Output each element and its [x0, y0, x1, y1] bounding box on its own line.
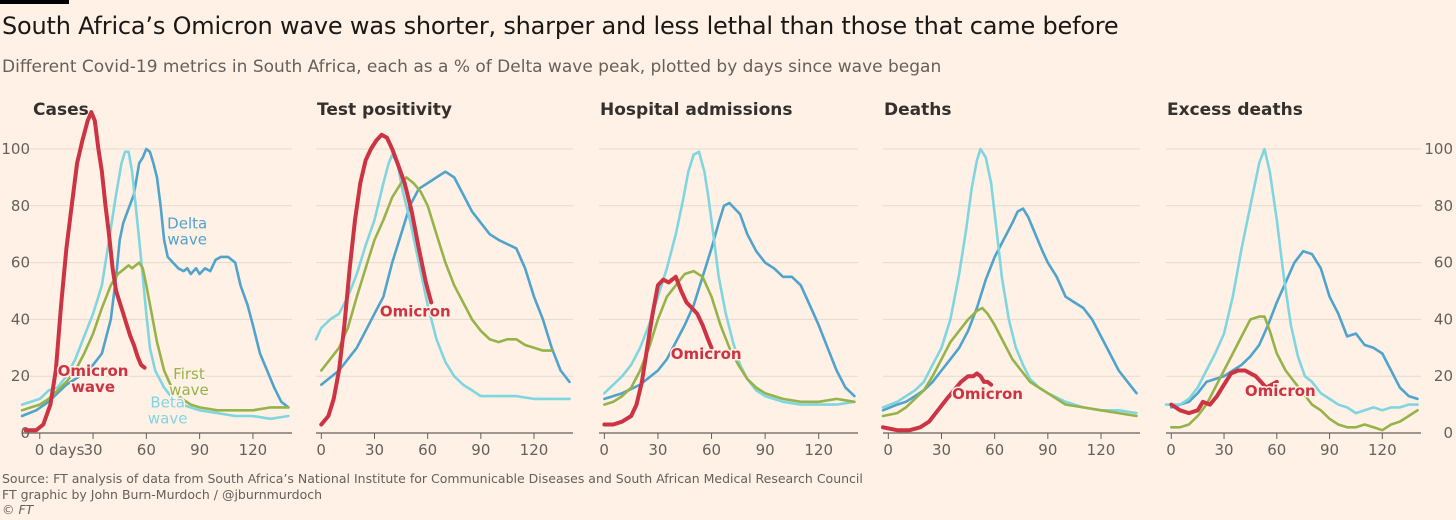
panel-title: Test positivity	[317, 100, 452, 120]
series-line-omicron	[1169, 368, 1279, 416]
panel-title: Hospital admissions	[600, 100, 793, 120]
source-note: Source: FT analysis of data from South A…	[2, 471, 863, 486]
panel-title: Cases	[33, 100, 89, 120]
x-tick-label: 90	[1320, 441, 1339, 459]
series-label: Omicron	[380, 303, 451, 321]
x-tick-label: 120	[520, 441, 549, 459]
x-tick-label: 90	[190, 441, 209, 459]
series-line-first-wave	[20, 261, 290, 412]
x-tick-label: 90	[1038, 441, 1057, 459]
x-tick-label: 60	[1267, 441, 1286, 459]
series-line-beta-wave	[20, 150, 290, 421]
series-line-delta-wave	[20, 147, 290, 418]
y-tick-label-right: 0	[1443, 424, 1453, 442]
y-tick-label: 40	[11, 310, 30, 328]
series-line-omicron-wave	[23, 110, 147, 433]
x-tick-label: 30	[648, 441, 667, 459]
x-tick-label: 30	[932, 441, 951, 459]
series-line-omicron	[881, 371, 994, 433]
x-tick-label: 90	[756, 441, 775, 459]
x-tick-label: 90	[471, 441, 490, 459]
y-tick-label-right: 40	[1434, 310, 1453, 328]
y-tick-label-right: 60	[1434, 254, 1453, 272]
series-label: Beta	[150, 393, 185, 411]
series-line-omicron	[319, 132, 434, 427]
series-label: Omicron	[671, 345, 742, 363]
x-tick-label: 30	[365, 441, 384, 459]
series-label: Omicron	[1245, 382, 1316, 400]
series-line-first-wave	[603, 269, 856, 406]
y-tick-label-right: 100	[1424, 140, 1453, 158]
y-tick-label: 20	[11, 367, 30, 385]
x-tick-label: 120	[1368, 441, 1397, 459]
x-tick-label: 0	[599, 441, 609, 459]
series-label: Delta	[167, 215, 207, 233]
panel-excess-deaths: Excess deaths 0 20 40 60 80 100 0 30 60 90 120 Omicr…	[1164, 100, 1453, 459]
y-tick-label: 60	[11, 254, 30, 272]
series-label: wave	[167, 231, 207, 249]
x-tick-label: 0 days	[35, 441, 85, 459]
series-line-delta	[320, 170, 571, 386]
series-label: Omicron	[952, 385, 1023, 403]
panel-title: Excess deaths	[1167, 100, 1303, 120]
panel-test-positivity: Test positivity 0 30 60 90 120 Omicron	[314, 100, 573, 459]
y-tick-label-right: 80	[1434, 197, 1453, 215]
credit-note: FT graphic by John Burn-Murdoch / @jburn…	[2, 487, 323, 502]
series-line-first-wave	[320, 176, 553, 372]
x-tick-label: 0	[316, 441, 326, 459]
panel-deaths: Deaths 0 30 60 90 120 Omicron	[881, 100, 1140, 459]
series-line-beta	[1164, 147, 1419, 415]
x-tick-label: 30	[84, 441, 103, 459]
y-tick-label: 0	[20, 424, 30, 442]
panel-title: Deaths	[884, 100, 951, 120]
x-tick-label: 120	[1087, 441, 1116, 459]
series-line-beta	[603, 150, 856, 406]
series-line-omicron	[602, 274, 714, 427]
y-tick-label-right: 20	[1434, 367, 1453, 385]
series-label: Omicron	[58, 362, 129, 380]
series-line-first-wave	[881, 306, 1138, 418]
x-tick-label: 60	[418, 441, 437, 459]
series-line-delta	[603, 201, 856, 401]
x-tick-label: 0	[883, 441, 893, 459]
y-tick-label: 80	[11, 197, 30, 215]
series-line-delta	[881, 207, 1138, 412]
copyright-note: © FT	[2, 502, 34, 517]
x-tick-label: 0	[1166, 441, 1176, 459]
panel-hospital-admissions: Hospital admissions 0 30 60 90 120 Omicron	[599, 100, 858, 459]
series-label: First	[173, 365, 205, 383]
x-tick-label: 60	[985, 441, 1004, 459]
series-label: wave	[71, 378, 115, 396]
series-line-beta	[881, 147, 1138, 415]
chart-subtitle: Different Covid-19 metrics in South Afri…	[2, 57, 942, 77]
x-tick-label: 30	[1214, 441, 1233, 459]
series-label: wave	[148, 409, 188, 427]
x-tick-label: 60	[137, 441, 156, 459]
series-line-first-wave	[1170, 315, 1419, 432]
y-tick-label: 100	[1, 140, 30, 158]
x-tick-label: 60	[702, 441, 721, 459]
brand-top-bar	[0, 0, 69, 4]
series-line-beta	[314, 153, 571, 401]
x-tick-label: 120	[239, 441, 268, 459]
x-tick-label: 120	[804, 441, 833, 459]
series-line-delta	[1170, 249, 1419, 409]
chart-title: South Africa’s Omicron wave was shorter,…	[2, 12, 1119, 40]
series-label: wave	[169, 381, 209, 399]
